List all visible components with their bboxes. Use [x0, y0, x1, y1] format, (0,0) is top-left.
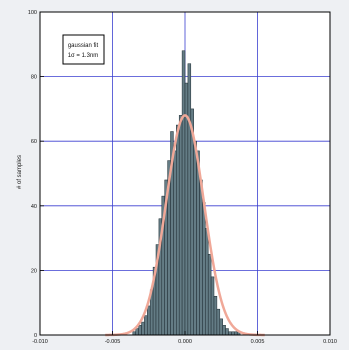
histogram-bar — [202, 202, 206, 336]
histogram-bar — [219, 318, 223, 336]
histogram-bar — [213, 295, 218, 336]
histogram-bar — [138, 325, 142, 336]
histogram-bar — [144, 315, 148, 336]
y-tick-label: 0 — [34, 333, 37, 339]
histogram-bar — [222, 325, 226, 336]
histogram-bar — [181, 50, 186, 336]
histogram-bar — [184, 82, 189, 336]
y-tick-label: 80 — [31, 75, 37, 81]
y-axis-ticks: 0 20 40 60 80 100 — [28, 10, 44, 339]
y-tick-label: 20 — [31, 268, 37, 274]
histogram-bar — [193, 140, 197, 336]
histogram-bar — [173, 150, 177, 336]
y-tick-label: 100 — [28, 10, 37, 16]
x-tick-label: -0.005 — [105, 339, 121, 345]
histogram-bar — [190, 108, 194, 336]
histogram-bar — [176, 124, 180, 336]
y-tick-label: 60 — [31, 139, 37, 145]
legend-line-1: gaussian fit — [68, 43, 99, 49]
histogram-bar — [187, 63, 192, 336]
y-axis-label: # of samples — [17, 155, 23, 189]
x-tick-label: 0.005 — [251, 339, 265, 345]
histogram-bar — [225, 328, 229, 336]
histogram-bar — [147, 305, 151, 336]
histogram-bar — [207, 254, 212, 336]
histogram-bar — [216, 308, 221, 336]
histogram-bar — [199, 179, 203, 336]
legend-box: gaussian fit 1σ = 1.3nm — [62, 34, 105, 65]
legend-line-2: 1σ = 1.3nm — [68, 53, 99, 59]
x-tick-label: 0.000 — [178, 339, 192, 345]
x-axis-ticks: -0.010 -0.005 0.000 0.005 0.010 — [32, 331, 337, 345]
x-tick-label: 0.010 — [323, 339, 337, 345]
histogram-bar — [210, 276, 215, 336]
histogram-bar — [141, 321, 145, 336]
gaussian-fit-curve — [105, 114, 265, 337]
x-tick-label: -0.010 — [32, 339, 48, 345]
histogram-bar — [196, 150, 200, 336]
y-tick-label: 40 — [31, 204, 37, 210]
histogram-bar — [205, 228, 209, 336]
legend-frame — [62, 34, 105, 65]
histogram-bar — [178, 115, 183, 336]
histogram-bar — [135, 328, 139, 336]
